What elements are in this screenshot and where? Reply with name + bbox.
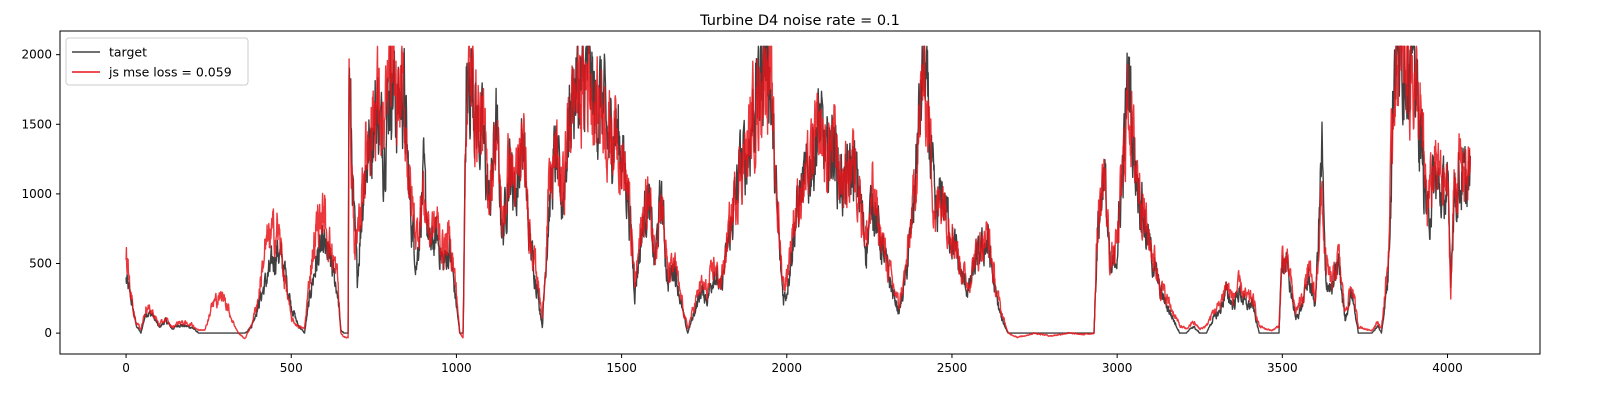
series-line-prediction (125, 45, 1471, 340)
legend-label-prediction: js mse loss = 0.059 (108, 65, 232, 80)
legend: target js mse loss = 0.059 (65, 37, 249, 86)
legend-box (65, 37, 249, 86)
y-tick-label: 1500 (21, 117, 52, 131)
y-tick-label: 0 (44, 326, 52, 340)
x-tick-label: 2500 (937, 361, 968, 375)
axes-frame (59, 30, 1541, 355)
plot-area (59, 30, 1541, 355)
x-tick-label: 500 (280, 361, 303, 375)
y-axis: 0 500 1000 1500 2000 (21, 48, 60, 340)
y-tick-label: 500 (29, 257, 52, 271)
y-tick-label: 2000 (21, 48, 52, 62)
x-tick-label: 4000 (1432, 361, 1463, 375)
legend-label-target: target (109, 45, 147, 60)
x-tick-label: 0 (122, 361, 130, 375)
y-tick-label: 1000 (21, 187, 52, 201)
x-tick-label: 1500 (606, 361, 637, 375)
x-tick-label: 3500 (1267, 361, 1298, 375)
chart-title: Turbine D4 noise rate = 0.1 (699, 13, 900, 29)
series-lines (125, 45, 1471, 340)
x-axis: 0 500 1000 1500 2000 2500 3000 3500 4000 (122, 354, 1463, 375)
x-tick-label: 1000 (441, 361, 472, 375)
x-tick-label: 3000 (1102, 361, 1133, 375)
x-tick-label: 2000 (772, 361, 803, 375)
